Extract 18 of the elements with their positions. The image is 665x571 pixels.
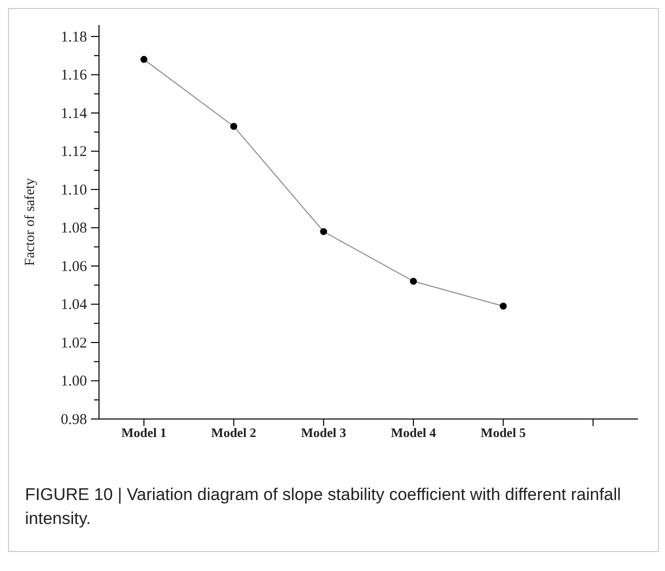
y-tick-label: 1.00 <box>60 374 87 390</box>
x-tick-label: Model 5 <box>480 425 526 440</box>
y-tick-label: 1.16 <box>60 68 88 84</box>
y-tick-label: 1.10 <box>60 182 87 198</box>
x-tick-label: Model 3 <box>301 425 347 440</box>
y-tick-label: 1.14 <box>60 106 88 122</box>
y-tick-label: 1.12 <box>60 144 87 160</box>
x-tick-label: Model 4 <box>390 425 436 440</box>
x-tick-label: Model 1 <box>121 425 166 440</box>
y-tick-label: 1.18 <box>60 29 87 46</box>
y-tick-label: 1.08 <box>60 220 87 237</box>
y-tick-label: 1.02 <box>60 335 87 352</box>
y-tick-label: 1.06 <box>60 258 88 275</box>
caption: FIGURE 10 | Variation diagram of slope stability coefficient with different rainfall intensity. <box>24 484 622 530</box>
y-tick-label: 1.04 <box>60 297 88 314</box>
y-tick-label: 0.98 <box>60 412 87 428</box>
x-tick-label: Model 2 <box>211 425 256 440</box>
y-axis-title: Factor of safety <box>22 178 38 266</box>
